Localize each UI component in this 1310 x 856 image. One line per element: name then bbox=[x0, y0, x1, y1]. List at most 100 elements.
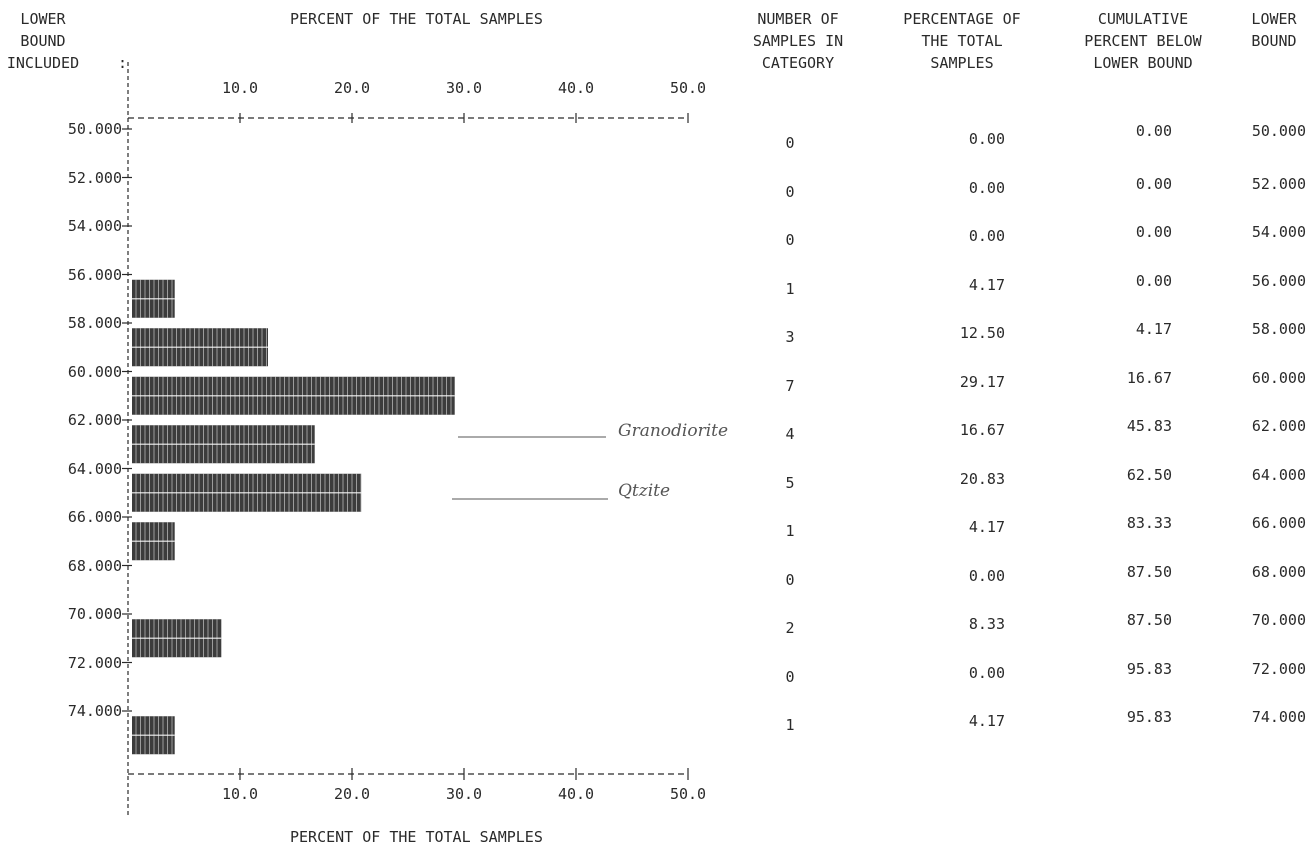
sample-count: 0 bbox=[785, 231, 795, 250]
header-line: BOUND bbox=[20, 32, 66, 50]
bottom-x-tick-label: 30.0 bbox=[445, 785, 483, 803]
bottom-x-tick-label: 50.0 bbox=[669, 785, 707, 803]
header-line: THE TOTAL bbox=[921, 32, 1003, 50]
y-tick-label: 52.000 bbox=[67, 168, 122, 187]
bar bbox=[132, 473, 362, 512]
sample-percentage: 12.50 bbox=[959, 324, 1005, 343]
top-x-tick-label: 10.0 bbox=[221, 79, 259, 97]
header-percentage-total: PERCENTAGE OF THE TOTAL SAMPLES bbox=[898, 8, 1026, 74]
header-line: LOWER bbox=[20, 10, 66, 28]
bar bbox=[132, 716, 175, 755]
bar bbox=[132, 376, 455, 415]
lower-bound-right: 64.000 bbox=[1251, 465, 1306, 484]
sample-percentage: 8.33 bbox=[968, 615, 1005, 634]
y-tick-label: 60.000 bbox=[67, 362, 122, 381]
header-line: PERCENT BELOW bbox=[1084, 32, 1202, 50]
y-tick-label: 70.000 bbox=[67, 605, 122, 623]
y-tick-label: 56.000 bbox=[67, 265, 122, 284]
bar bbox=[132, 328, 268, 367]
header-line: SAMPLES bbox=[930, 54, 994, 72]
sample-count: 1 bbox=[785, 716, 795, 735]
sample-percentage: 16.67 bbox=[959, 421, 1005, 440]
lower-bound-right: 50.000 bbox=[1251, 122, 1306, 140]
lower-bound-right: 74.000 bbox=[1251, 708, 1306, 726]
y-tick-label: 50.000 bbox=[67, 120, 122, 138]
bar bbox=[132, 619, 222, 658]
sample-count: 4 bbox=[785, 425, 795, 444]
header-line: PERCENTAGE OF bbox=[903, 10, 1021, 28]
sample-percentage: 29.17 bbox=[959, 372, 1005, 391]
bar bbox=[132, 279, 175, 318]
sample-percentage: 4.17 bbox=[968, 275, 1005, 294]
lower-bound-right: 58.000 bbox=[1251, 320, 1306, 338]
cumulative-percent: 16.67 bbox=[1126, 368, 1172, 387]
sample-count: 0 bbox=[785, 667, 795, 686]
cumulative-percent: 0.00 bbox=[1135, 271, 1172, 290]
y-tick-label: 58.000 bbox=[67, 314, 122, 332]
header-line: NUMBER OF bbox=[757, 10, 839, 28]
sample-count: 1 bbox=[785, 522, 795, 541]
sample-percentage: 0.00 bbox=[968, 130, 1005, 149]
y-tick-label: 54.000 bbox=[67, 217, 122, 235]
cumulative-percent: 87.50 bbox=[1126, 562, 1172, 581]
sample-percentage: 0.00 bbox=[968, 178, 1005, 197]
lower-bound-right: 70.000 bbox=[1251, 611, 1306, 629]
top-axis-title: PERCENT OF THE TOTAL SAMPLES bbox=[290, 10, 543, 28]
sample-count: 0 bbox=[785, 182, 795, 201]
bottom-axis-title: PERCENT OF THE TOTAL SAMPLES bbox=[290, 828, 543, 846]
cumulative-percent: 83.33 bbox=[1126, 514, 1172, 532]
lower-bound-right: 62.000 bbox=[1251, 417, 1306, 435]
header-line: LOWER bbox=[1251, 10, 1297, 28]
cumulative-percent: 95.83 bbox=[1126, 708, 1172, 726]
sample-count: 0 bbox=[785, 570, 795, 589]
lower-bound-right: 52.000 bbox=[1251, 174, 1306, 193]
header-lower-bound-included: LOWER BOUND INCLUDED bbox=[4, 8, 82, 74]
header-line: BOUND bbox=[1251, 32, 1297, 50]
bottom-x-tick-label: 20.0 bbox=[333, 785, 371, 803]
cumulative-percent: 45.83 bbox=[1126, 417, 1172, 435]
sample-count: 1 bbox=[785, 279, 795, 298]
sample-percentage: 4.17 bbox=[968, 712, 1005, 731]
header-line: CATEGORY bbox=[761, 54, 835, 72]
header-line: SAMPLES IN bbox=[752, 32, 844, 50]
cumulative-percent: 87.50 bbox=[1126, 611, 1172, 629]
sample-count: 5 bbox=[785, 473, 795, 492]
bar bbox=[132, 522, 175, 561]
bottom-x-tick-label: 40.0 bbox=[557, 785, 595, 803]
annotation-label: Granodiorite bbox=[618, 421, 729, 441]
lower-bound-right: 60.000 bbox=[1251, 368, 1306, 387]
cumulative-percent: 0.00 bbox=[1135, 174, 1172, 193]
sample-count: 3 bbox=[785, 328, 795, 347]
y-tick-label: 72.000 bbox=[67, 653, 122, 672]
cumulative-percent: 95.83 bbox=[1126, 659, 1172, 678]
sample-percentage: 20.83 bbox=[959, 469, 1005, 488]
sample-count: 7 bbox=[785, 376, 795, 395]
header-lower-bound: LOWER BOUND bbox=[1244, 8, 1304, 52]
y-tick-label: 62.000 bbox=[67, 411, 122, 429]
sample-count: 0 bbox=[785, 134, 795, 153]
header-cumulative-percent: CUMULATIVE PERCENT BELOW LOWER BOUND bbox=[1078, 8, 1208, 74]
lower-bound-right: 66.000 bbox=[1251, 514, 1306, 532]
lower-bound-right: 54.000 bbox=[1251, 223, 1306, 241]
lower-bound-right: 72.000 bbox=[1251, 659, 1306, 678]
sample-percentage: 0.00 bbox=[968, 663, 1005, 682]
sample-percentage: 4.17 bbox=[968, 518, 1005, 537]
top-x-tick-label: 20.0 bbox=[333, 79, 371, 97]
annotation-label: Qtzite bbox=[618, 481, 671, 501]
y-tick-label: 74.000 bbox=[67, 702, 122, 720]
y-tick-label: 68.000 bbox=[67, 556, 122, 575]
top-x-tick-label: 50.0 bbox=[669, 79, 707, 97]
sample-count: 2 bbox=[785, 619, 795, 638]
header-line: INCLUDED bbox=[6, 54, 80, 72]
sample-percentage: 0.00 bbox=[968, 566, 1005, 585]
cumulative-percent: 0.00 bbox=[1135, 223, 1172, 241]
bar bbox=[132, 425, 315, 464]
top-x-tick-label: 40.0 bbox=[557, 79, 595, 97]
bottom-x-tick-label: 10.0 bbox=[221, 785, 259, 803]
cumulative-percent: 0.00 bbox=[1135, 122, 1172, 140]
header-line: LOWER BOUND bbox=[1093, 54, 1193, 72]
lower-bound-right: 68.000 bbox=[1251, 562, 1306, 581]
header-number-of-samples: NUMBER OF SAMPLES IN CATEGORY bbox=[738, 8, 858, 74]
